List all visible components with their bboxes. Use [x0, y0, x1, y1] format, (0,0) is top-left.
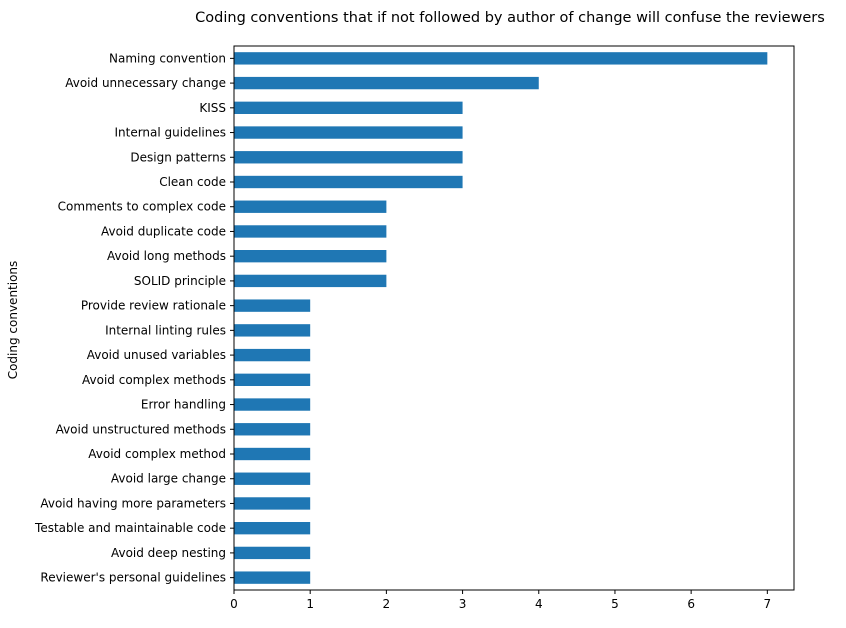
x-tick-label: 3 [459, 597, 467, 611]
bars-group [234, 52, 768, 584]
y-tick-label: Avoid complex methods [82, 373, 226, 387]
x-tick-label: 4 [535, 597, 543, 611]
plot-frame [233, 45, 795, 591]
bar [234, 299, 311, 312]
y-tick-label: Avoid large change [111, 472, 226, 486]
y-tick-label: KISS [199, 101, 226, 115]
y-tick-label: Avoid unstructured methods [56, 422, 226, 436]
chart-title: Coding conventions that if not followed … [195, 10, 825, 26]
y-axis-ticks: Naming convention Avoid unnecessary chang… [34, 51, 234, 585]
x-tick-label: 6 [687, 597, 695, 611]
bar [234, 126, 463, 139]
bar [234, 101, 463, 114]
x-tick-label: 5 [611, 597, 619, 611]
bar [234, 497, 311, 510]
x-tick-label: 7 [764, 597, 772, 611]
y-tick-label: Avoid having more parameters [40, 496, 226, 510]
bar [234, 175, 463, 189]
y-tick-label: Design patterns [130, 150, 226, 164]
y-tick-label: SOLID principle [134, 274, 226, 288]
y-tick-label: Avoid deep nesting [111, 546, 226, 560]
bar [234, 447, 311, 461]
bar [234, 398, 311, 411]
x-tick-label: 0 [230, 597, 238, 611]
bar [234, 571, 311, 584]
bar [234, 52, 768, 65]
y-tick-label: Provide review rationale [81, 299, 226, 313]
y-tick-label: Internal guidelines [114, 126, 226, 140]
y-axis-label: Coding conventions [6, 261, 20, 380]
bar [234, 546, 311, 560]
y-tick-label: Comments to complex code [58, 200, 226, 214]
y-tick-label: Reviewer's personal guidelines [40, 571, 226, 585]
x-axis-ticks: 0 1 2 3 4 5 6 7 [230, 590, 771, 611]
y-tick-label: Avoid unnecessary change [65, 76, 226, 90]
x-tick-label: 2 [383, 597, 391, 611]
bar [234, 200, 387, 213]
y-tick-label: Error handling [141, 398, 226, 412]
bar [234, 522, 311, 535]
bar [234, 373, 311, 386]
bar [234, 472, 311, 485]
bar [234, 423, 311, 436]
bar [234, 225, 387, 238]
x-tick-label: 1 [306, 597, 314, 611]
bar [234, 151, 463, 164]
y-tick-label: Clean code [159, 175, 226, 189]
bar [234, 324, 311, 337]
bar [234, 274, 387, 288]
y-tick-label: Avoid long methods [107, 249, 226, 263]
bar [234, 250, 387, 263]
y-tick-label: Avoid complex method [88, 447, 226, 461]
y-tick-label: Avoid duplicate code [101, 224, 226, 238]
bar [234, 76, 539, 90]
y-tick-label: Naming convention [109, 51, 226, 65]
bar [234, 348, 311, 362]
y-tick-label: Avoid unused variables [87, 348, 226, 362]
y-tick-label: Internal linting rules [105, 323, 226, 337]
y-tick-label: Testable and maintainable code [34, 521, 226, 535]
